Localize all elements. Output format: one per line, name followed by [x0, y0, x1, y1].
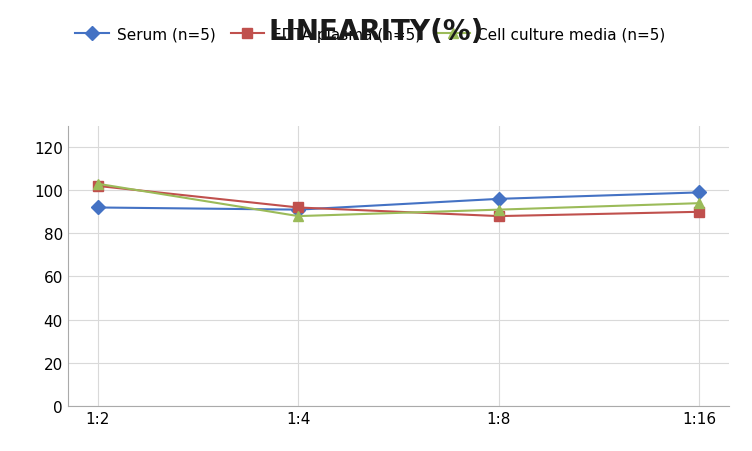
- EDTA plasma (n=5): [93, 184, 102, 189]
- Serum (n=5): [294, 207, 303, 213]
- EDTA plasma (n=5): [695, 210, 704, 215]
- Line: Cell culture media (n=5): Cell culture media (n=5): [93, 179, 704, 221]
- Line: Serum (n=5): Serum (n=5): [93, 188, 704, 215]
- Serum (n=5): [695, 190, 704, 196]
- Text: LINEARITY(%): LINEARITY(%): [268, 18, 484, 46]
- EDTA plasma (n=5): [494, 214, 503, 219]
- Cell culture media (n=5): [494, 207, 503, 213]
- Serum (n=5): [93, 205, 102, 211]
- Cell culture media (n=5): [695, 201, 704, 207]
- Serum (n=5): [494, 197, 503, 202]
- Cell culture media (n=5): [294, 214, 303, 219]
- Cell culture media (n=5): [93, 182, 102, 187]
- Legend: Serum (n=5), EDTA plasma (n=5), Cell culture media (n=5): Serum (n=5), EDTA plasma (n=5), Cell cul…: [75, 28, 666, 42]
- Line: EDTA plasma (n=5): EDTA plasma (n=5): [93, 182, 704, 221]
- EDTA plasma (n=5): [294, 205, 303, 211]
